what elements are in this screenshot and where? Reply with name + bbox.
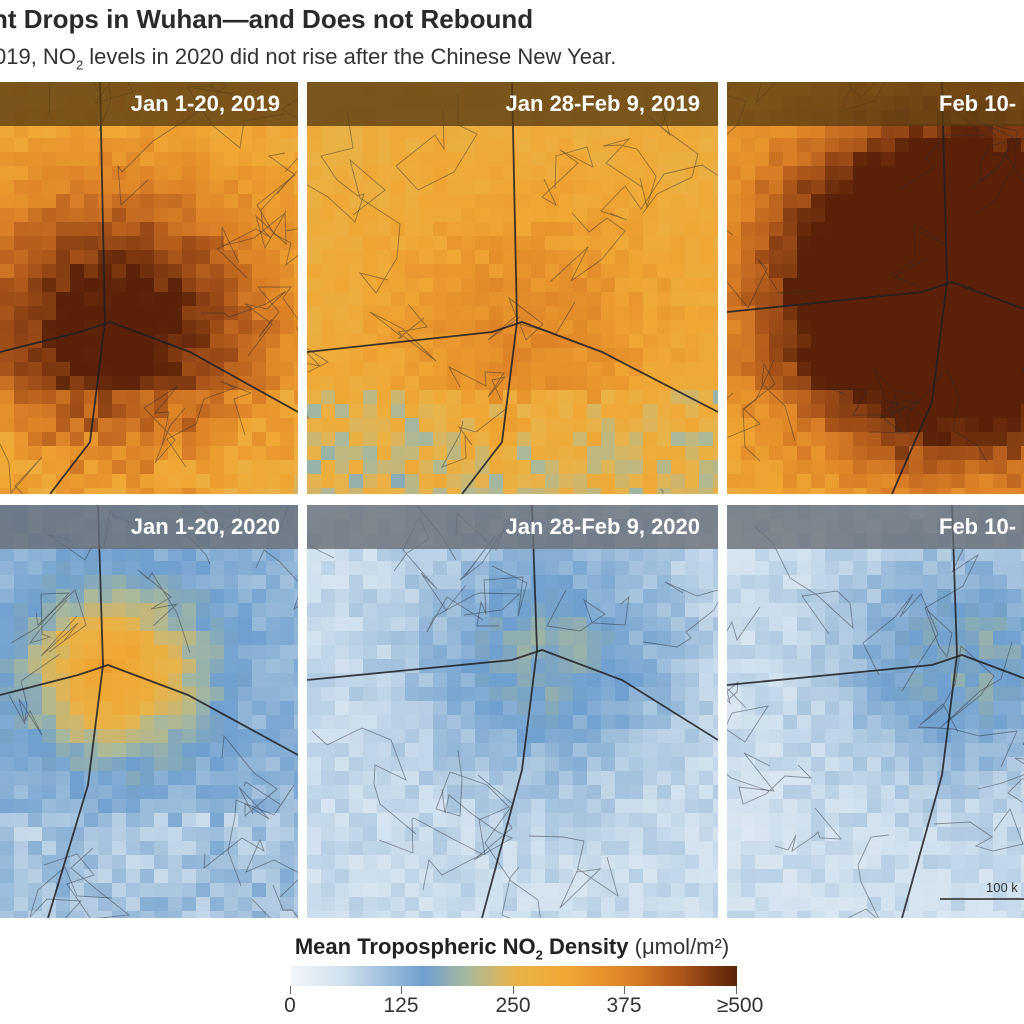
map-panel-jan-1-20-2019: Jan 1-20, 2019 [0, 82, 298, 494]
road-network [307, 505, 718, 918]
road-network [307, 82, 718, 494]
map-panel-jan28-feb9-2020: Jan 28-Feb 9, 2020 [307, 505, 718, 918]
legend-tick [513, 986, 514, 994]
density-raster [0, 505, 298, 918]
panel-date-label: Feb 10- [727, 82, 1024, 126]
panel-date-label: Feb 10- [727, 505, 1024, 549]
no2-map-2019-c [727, 82, 1024, 494]
density-raster [727, 505, 1024, 918]
map-panel-feb10-2019: Feb 10- [727, 82, 1024, 494]
legend-tick-label: 375 [606, 994, 642, 1017]
scale-bar [940, 898, 1024, 900]
legend-tick-label: 0 [284, 994, 296, 1017]
no2-map-2020-c [727, 505, 1024, 918]
legend-tick-label: 125 [383, 994, 419, 1017]
legend-tick-label: ≥500 [716, 994, 764, 1017]
map-panel-feb10-2020: Feb 10- [727, 505, 1024, 918]
density-raster [307, 505, 718, 918]
scale-bar-label: 100 k [986, 880, 1018, 895]
color-scale-bar [290, 966, 737, 986]
road-network [727, 505, 1024, 918]
legend-tick [290, 986, 291, 994]
density-raster [0, 82, 298, 494]
panel-date-label: Jan 28-Feb 9, 2020 [307, 505, 718, 549]
legend-tick [624, 986, 625, 994]
legend-tick [401, 986, 402, 994]
map-title: nt Drops in Wuhan—and Does not Rebound [0, 4, 534, 34]
legend-tick-label: 250 [495, 994, 531, 1017]
panel-date-label: Jan 1-20, 2019 [0, 82, 298, 126]
panel-date-label: Jan 28-Feb 9, 2019 [307, 82, 718, 126]
panel-date-label: Jan 1-20, 2020 [0, 505, 298, 549]
legend-title: Mean Tropospheric NO2 Density (μmol/m²) [294, 934, 730, 963]
legend-tick [736, 986, 737, 994]
no2-map-2020-a [0, 505, 298, 918]
no2-map-2019-a [0, 82, 298, 494]
map-subtitle: 019, NO2 levels in 2020 did not rise aft… [0, 44, 617, 73]
no2-map-2020-b [307, 505, 718, 918]
road-network [0, 505, 298, 918]
map-panel-jan-1-20-2020: Jan 1-20, 2020 [0, 505, 298, 918]
map-panel-jan28-feb9-2019: Jan 28-Feb 9, 2019 [307, 82, 718, 494]
no2-map-2019-b [307, 82, 718, 494]
